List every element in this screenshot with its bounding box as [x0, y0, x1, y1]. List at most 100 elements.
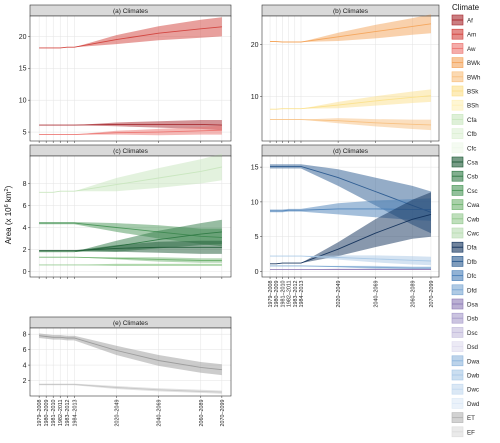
y-tick-label: 0	[255, 269, 259, 276]
y-axis-label-exp: 6	[4, 204, 10, 207]
legend-label: Cwc	[467, 231, 479, 238]
y-tick-label: 4	[23, 225, 27, 232]
legend-label: BSk	[467, 89, 479, 96]
series-band-3	[270, 118, 431, 131]
legend-item-dfc: Dfc	[451, 270, 476, 281]
panel-1: (a) Climates 5 10 15 20	[19, 4, 232, 143]
x-tick-label: 1984–2013	[299, 281, 305, 308]
series-band-1	[39, 333, 222, 376]
x-tick-label: 1984–2013	[72, 400, 78, 427]
series-band-3	[270, 192, 431, 264]
x-tick-label: 2060–2089	[199, 400, 205, 427]
legend-item-am: Am	[451, 28, 476, 40]
legend-label: Csa	[467, 160, 479, 167]
x-tick-label: 2040–2069	[157, 399, 163, 426]
legend-label: Am	[467, 32, 476, 39]
plot-frame	[29, 327, 232, 397]
x-tick-label: 2020–2049	[114, 399, 120, 426]
series-line-3	[270, 213, 432, 265]
legend-label: Dwa	[467, 358, 480, 365]
series-line-1	[39, 166, 222, 193]
legend-entries: Af Am Aw BWk BWh BSk BSh Cfa Cfb Cfc Csa Csb Csc Cwa C…	[451, 14, 481, 438]
series-line-2	[39, 383, 222, 393]
series-band-2	[39, 120, 222, 131]
y-tick-label: 10	[19, 98, 27, 105]
y-tick-label: 15	[251, 165, 259, 172]
legend-item-cwa: Cwa	[451, 199, 480, 210]
series-band-1	[39, 153, 222, 193]
series-line-3	[39, 129, 222, 136]
legend-item-aw: Aw	[451, 43, 476, 54]
legend-item-dfa: Dfa	[451, 241, 477, 253]
legend-item-bsk: BSk	[451, 85, 479, 97]
legend-label: EF	[467, 429, 475, 436]
y-axis-label-close: )	[4, 185, 13, 188]
series-line-5	[270, 265, 431, 269]
series-line-1	[270, 165, 432, 213]
series-band-4	[270, 255, 431, 266]
series-band-5	[39, 257, 222, 263]
y-tick-label: 8	[23, 181, 27, 188]
legend-label: Csb	[467, 174, 479, 181]
series-line-2	[39, 123, 222, 126]
legend-item-cwb: Cwb	[451, 213, 480, 225]
series-band-5	[270, 265, 431, 270]
panel-title: (c) Climates	[113, 148, 148, 155]
legend-label: Dsd	[467, 344, 479, 351]
legend-label: Aw	[467, 46, 476, 53]
legend-title: Climate	[452, 3, 480, 12]
series-line-1	[39, 335, 222, 371]
x-tick-label: 1980–2009	[44, 400, 50, 427]
series-line-1	[270, 23, 432, 43]
legend-label: Cfa	[467, 117, 477, 124]
panel-title: (e) Climates	[113, 320, 149, 327]
plot-frame	[29, 15, 232, 142]
y-tick-label: 15	[19, 66, 27, 73]
series-band-1	[270, 164, 431, 234]
legend-item-cfc: Cfc	[451, 142, 476, 154]
panel-title: (b) Climates	[333, 8, 369, 15]
x-tick-label: 2060–2089	[410, 281, 416, 308]
x-tick-label: 1979–2008	[268, 280, 274, 307]
legend-item-dwc: Dwc	[451, 383, 479, 395]
legend-item-af: Af	[451, 14, 473, 26]
legend-item-cwc: Cwc	[451, 227, 479, 239]
y-tick-label: 2	[23, 378, 27, 385]
legend-label: Dwb	[467, 373, 480, 380]
x-tick-label: 2070–2099	[220, 400, 226, 427]
series-line-4	[270, 255, 432, 262]
series-band-2	[270, 89, 431, 110]
legend-item-cfb: Cfb	[451, 128, 477, 139]
legend-item-dwd: Dwd	[451, 398, 480, 409]
series-line-3	[39, 231, 222, 253]
plot-frame	[261, 155, 440, 278]
legend-label: Dfb	[467, 259, 477, 266]
y-axis-label-main: Area (x 10	[4, 207, 13, 244]
legend-item-bsh: BSh	[451, 99, 479, 111]
x-tick-label: 1981–2010	[280, 280, 286, 307]
legend: Climate Af Am Aw BWk BWh BSk BSh Cfa Cfb Cfc Csa Cs…	[451, 3, 481, 438]
y-tick-label: 6	[23, 347, 27, 354]
y-axis-label: Area (x 106 km2)	[4, 185, 13, 244]
legend-label: Dfc	[467, 273, 476, 280]
y-axis-label-sq: 2	[4, 188, 10, 191]
legend-item-csa: Csa	[451, 156, 479, 168]
y-tick-label: 0	[23, 269, 27, 276]
panel-title: (a) Climates	[113, 8, 149, 15]
x-tick-label: 1979–2008	[37, 399, 43, 426]
series-line-2	[270, 95, 432, 110]
series-band-3	[39, 125, 222, 136]
x-tick-label: 1983–2012	[65, 399, 71, 426]
series-line-4	[39, 246, 222, 252]
y-tick-label: 10	[251, 199, 259, 206]
legend-item-dfb: Dfb	[451, 256, 477, 267]
series-line-1	[39, 26, 222, 49]
legend-label: Dfa	[467, 245, 477, 252]
legend-item-dsa: Dsa	[451, 298, 479, 310]
x-tick-label: 1981–2010	[51, 400, 57, 427]
x-tick-label: 1982–2011	[58, 399, 64, 426]
legend-item-dwb: Dwb	[451, 369, 480, 381]
series-line-2	[270, 208, 431, 212]
